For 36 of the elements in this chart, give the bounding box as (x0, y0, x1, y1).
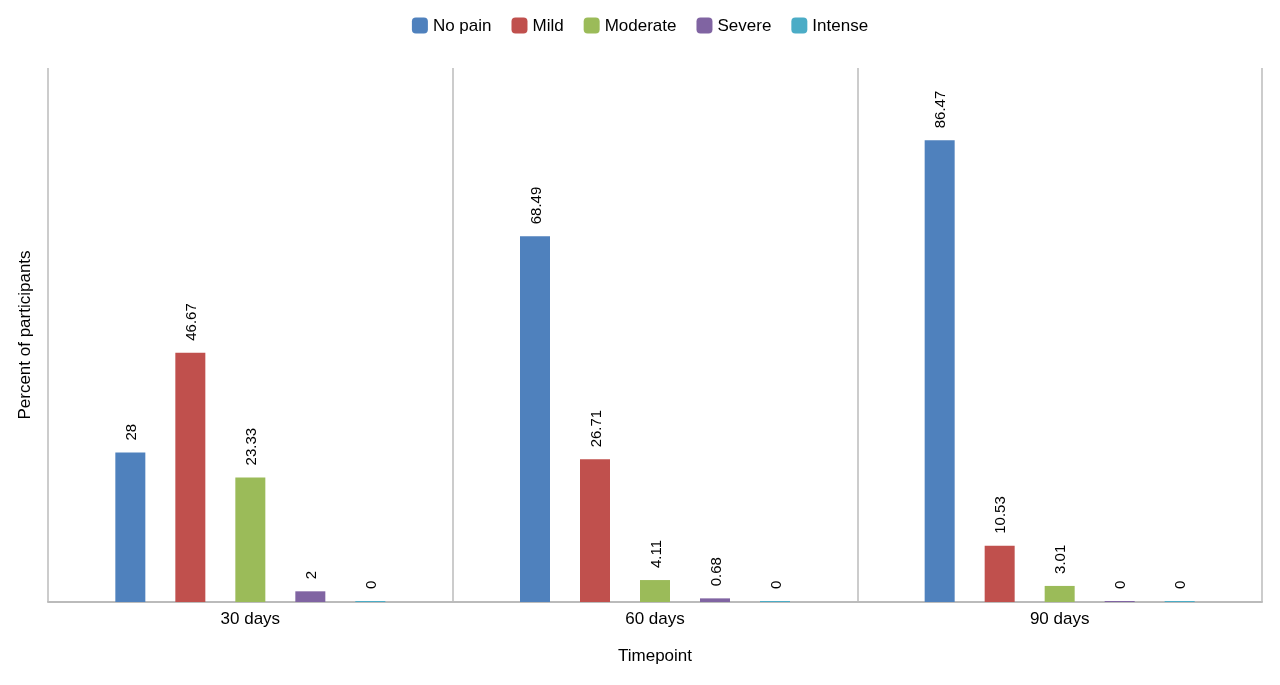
legend-label: Severe (717, 16, 772, 35)
legend-label: Mild (532, 16, 564, 35)
data-label: 10.53 (991, 496, 1009, 534)
bar (924, 140, 955, 602)
data-label: 86.47 (931, 90, 949, 129)
data-label: 46.67 (181, 303, 199, 341)
legend-label: Moderate (604, 16, 677, 35)
data-label: 3.01 (1051, 544, 1069, 574)
y-axis-title: Percent of participants (15, 250, 34, 420)
bar (640, 580, 670, 602)
bar (295, 591, 326, 602)
data-label: 0 (1171, 580, 1189, 589)
data-label: 0.68 (706, 557, 724, 587)
bar (580, 459, 610, 602)
data-label: 23.33 (241, 427, 259, 466)
bar (115, 452, 146, 602)
bar (235, 477, 266, 602)
legend-label: Intense (812, 16, 869, 35)
x-tick-label: 60 days (625, 609, 685, 628)
data-label: 26.71 (586, 409, 604, 448)
data-label: 0 (361, 580, 379, 589)
data-label: 0 (766, 580, 784, 589)
data-label: 4.11 (646, 539, 664, 569)
data-label: 68.49 (526, 186, 544, 225)
data-label: 28 (121, 423, 139, 441)
bar (520, 236, 550, 602)
bar (984, 545, 1015, 602)
legend-label: No pain (432, 16, 492, 35)
bar (700, 598, 730, 602)
data-label: 0 (1111, 580, 1129, 589)
bar (1044, 585, 1075, 602)
bar (175, 352, 206, 602)
x-tick-label: 30 days (220, 609, 281, 628)
x-axis-title: Timepoint (617, 646, 693, 665)
data-label: 2 (301, 570, 319, 580)
x-tick-label: 90 days (1029, 609, 1090, 628)
